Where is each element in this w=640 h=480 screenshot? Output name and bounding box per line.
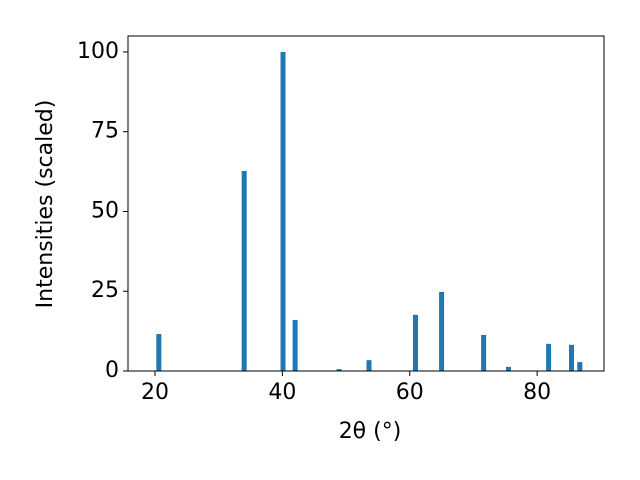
y-tick-label: 100 <box>77 39 119 64</box>
bar <box>241 170 247 371</box>
bar <box>366 360 372 371</box>
bar <box>439 291 445 371</box>
x-tick-label: 60 <box>396 380 424 405</box>
y-tick-label: 75 <box>91 119 119 144</box>
bar <box>280 51 286 371</box>
y-tick-label: 0 <box>105 358 119 383</box>
x-tick-label: 20 <box>141 380 169 405</box>
x-tick-label: 80 <box>523 380 551 405</box>
bar <box>156 333 162 371</box>
bar <box>336 369 342 371</box>
bar <box>569 344 575 371</box>
bar <box>505 366 511 371</box>
y-tick-label: 50 <box>91 198 119 223</box>
bar <box>481 334 487 371</box>
x-tick-label: 40 <box>268 380 296 405</box>
y-tick-label: 25 <box>91 278 119 303</box>
bar <box>412 314 418 371</box>
bar <box>292 319 298 371</box>
y-axis-label: Intensities (scaled) <box>33 100 58 309</box>
bar <box>577 362 583 371</box>
x-axis-label: 2θ (°) <box>339 419 402 444</box>
bar <box>546 343 552 371</box>
plot-frame <box>127 35 605 372</box>
